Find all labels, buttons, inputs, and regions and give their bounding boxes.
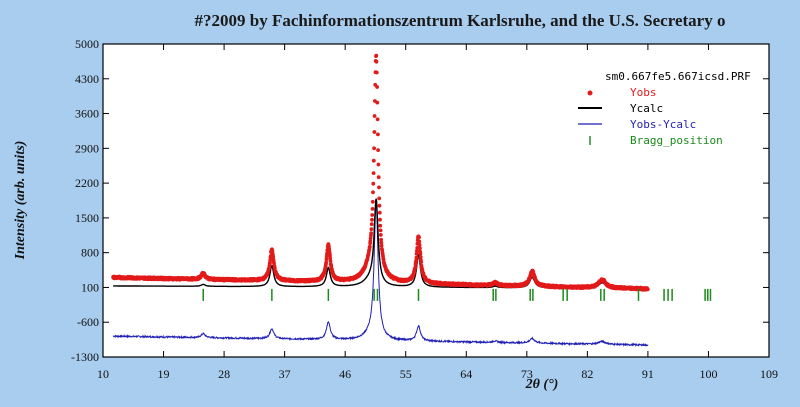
yobs-point bbox=[376, 132, 380, 137]
yobs-point bbox=[376, 162, 381, 167]
x-axis-ticks: 10 19 28 37 46 55 64 73 82 91 100 109 bbox=[97, 44, 778, 381]
yobs-point bbox=[367, 244, 372, 249]
series-diff bbox=[112, 201, 649, 348]
yobs-point bbox=[377, 203, 382, 208]
yobs-point bbox=[376, 175, 381, 180]
y-tick-label: 2900 bbox=[75, 141, 99, 155]
diff-line bbox=[112, 201, 649, 348]
yobs-point bbox=[372, 130, 377, 134]
yobs-point bbox=[371, 190, 375, 195]
plot-area bbox=[102, 43, 770, 358]
yobs-point bbox=[418, 255, 423, 259]
y-tick-label: -1300 bbox=[71, 350, 99, 364]
legend-label: Bragg_position bbox=[630, 134, 723, 147]
yobs-point bbox=[370, 217, 374, 222]
y-tick-label: 1500 bbox=[75, 211, 99, 225]
y-axis-label: Intensity (arb. units) bbox=[13, 141, 28, 261]
x-tick-label: 46 bbox=[339, 367, 351, 381]
x-tick-label: 28 bbox=[218, 367, 230, 381]
yobs-point bbox=[417, 243, 422, 247]
yobs-point bbox=[645, 287, 650, 292]
yobs-point bbox=[369, 231, 373, 236]
yobs-point bbox=[414, 251, 419, 256]
yobs-point bbox=[418, 246, 422, 251]
yobs-point bbox=[414, 258, 418, 263]
yobs-point bbox=[324, 260, 329, 265]
x-tick-label: 10 bbox=[97, 367, 109, 381]
legend-title: sm0.667fe5.667icsd.PRF bbox=[605, 70, 751, 83]
x-tick-label: 73 bbox=[521, 367, 533, 381]
yobs-point bbox=[371, 181, 376, 186]
x-tick-label: 19 bbox=[158, 367, 170, 381]
y-tick-label: 100 bbox=[81, 280, 99, 294]
yobs-point bbox=[376, 148, 380, 153]
yobs-point bbox=[414, 255, 419, 260]
yobs-point bbox=[374, 53, 379, 58]
y-tick-label: 4300 bbox=[75, 72, 99, 86]
yobs-point bbox=[417, 235, 421, 240]
legend-label: Yobs bbox=[630, 86, 657, 99]
x-axis-label: 2θ (°) bbox=[525, 377, 559, 392]
yobs-point bbox=[379, 240, 384, 245]
yobs-point bbox=[378, 233, 383, 237]
yobs-point bbox=[418, 251, 423, 256]
y-tick-label: 800 bbox=[81, 246, 99, 260]
y-tick-label: -600 bbox=[77, 315, 99, 329]
x-tick-label: 109 bbox=[760, 367, 778, 381]
y-axis-ticks: 5000 4300 3600 2900 2200 1500 800 100 -600 -1300 bbox=[71, 37, 769, 364]
yobs-point bbox=[377, 210, 382, 215]
yobs-point bbox=[417, 239, 422, 244]
yobs-point bbox=[378, 223, 383, 228]
legend-symbol-yobs bbox=[587, 90, 593, 96]
yobs-point bbox=[379, 243, 384, 248]
yobs-point bbox=[378, 217, 382, 222]
yobs-point bbox=[419, 260, 424, 264]
yobs-point bbox=[371, 171, 376, 176]
yobs-point bbox=[374, 70, 379, 75]
yobs-point bbox=[328, 253, 332, 258]
yobs-point bbox=[379, 237, 383, 242]
yobs-point bbox=[328, 256, 333, 261]
y-tick-label: 5000 bbox=[75, 37, 99, 51]
yobs-point bbox=[328, 259, 333, 263]
legend-label: Ycalc bbox=[630, 102, 663, 115]
yobs-point bbox=[368, 236, 373, 241]
yobs-point bbox=[375, 117, 380, 122]
yobs-point bbox=[371, 158, 376, 163]
yobs-point bbox=[368, 239, 373, 244]
x-tick-label: 100 bbox=[699, 367, 717, 381]
yobs-point bbox=[415, 248, 419, 253]
x-tick-label: 91 bbox=[642, 367, 654, 381]
yobs-point bbox=[378, 228, 383, 233]
x-tick-label: 55 bbox=[400, 367, 412, 381]
yobs-point bbox=[374, 59, 379, 64]
yobs-point bbox=[369, 227, 374, 232]
yobs-point bbox=[324, 257, 329, 262]
yobs-point bbox=[369, 222, 374, 227]
yobs-point bbox=[375, 85, 379, 89]
yobs-point bbox=[377, 196, 382, 201]
y-tick-label: 3600 bbox=[75, 107, 99, 121]
series-bragg bbox=[202, 288, 712, 301]
y-tick-label: 2200 bbox=[75, 176, 99, 190]
yobs-point bbox=[372, 146, 376, 151]
legend-label: Yobs-Ycalc bbox=[630, 118, 696, 131]
x-tick-label: 37 bbox=[279, 367, 291, 381]
yobs-point bbox=[370, 199, 375, 204]
yobs-point bbox=[375, 100, 380, 105]
series-obs bbox=[111, 53, 650, 292]
yobs-point bbox=[372, 114, 377, 118]
x-tick-label: 64 bbox=[460, 367, 472, 381]
yobs-point bbox=[370, 207, 375, 211]
yobs-point bbox=[413, 265, 418, 270]
yobs-point bbox=[370, 213, 375, 217]
chart-title: #?2009 by Fachinformationszentrum Karlsr… bbox=[195, 11, 726, 30]
legend: sm0.667fe5.667icsd.PRF Yobs Ycalc Yobs-Yca… bbox=[578, 70, 751, 147]
x-tick-label: 82 bbox=[581, 367, 593, 381]
yobs-point bbox=[271, 254, 276, 259]
yobs-point bbox=[377, 185, 381, 190]
